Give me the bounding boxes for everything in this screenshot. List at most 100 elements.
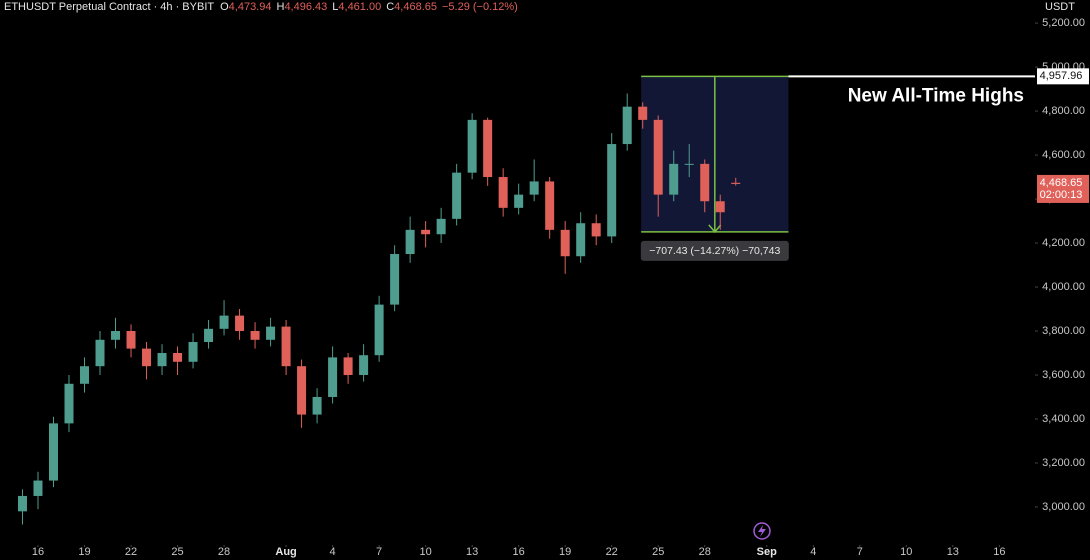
x-tick-label: 7: [857, 546, 863, 558]
x-tick-label: 22: [125, 546, 137, 558]
candle-body: [126, 331, 136, 349]
countdown: 02:00:13: [1040, 189, 1083, 201]
x-tick-label: 25: [171, 546, 183, 558]
candle-body: [250, 331, 260, 340]
current-price-bg: [1037, 174, 1089, 203]
y-axis-label: USDT: [1045, 1, 1075, 13]
x-tick-label: 4: [330, 546, 336, 558]
candle-body: [653, 119, 663, 195]
candle-body: [452, 172, 462, 219]
candle-body: [715, 201, 725, 213]
x-tick-label: 25: [652, 546, 664, 558]
candle-body: [312, 396, 322, 415]
candle-body: [173, 352, 183, 362]
candle-body: [669, 163, 679, 195]
ath-price-bg: [1037, 68, 1089, 85]
candle-body: [421, 229, 431, 235]
current-price-label: 4,468.65: [1040, 177, 1083, 189]
candle-body: [731, 182, 741, 184]
x-tick-label: 13: [947, 546, 959, 558]
candle-body: [684, 163, 694, 165]
candle-body: [343, 357, 353, 375]
x-tick-label: 28: [218, 546, 230, 558]
candle-body: [297, 366, 307, 415]
y-tick-label: 4,000.00: [1042, 281, 1085, 293]
y-tick-label: 3,800.00: [1042, 325, 1085, 337]
header-value: 4,496.43: [284, 1, 327, 13]
x-tick-label: 28: [699, 546, 711, 558]
x-tick-label: 16: [993, 546, 1005, 558]
candle-body: [142, 348, 152, 367]
header-value: −5.29 (−0.12%): [442, 1, 518, 13]
candle-body: [405, 229, 415, 255]
candle-body: [33, 480, 43, 496]
x-tick-label: 10: [900, 546, 912, 558]
lightning-icon: [753, 522, 771, 540]
candle-body: [560, 229, 570, 257]
candle-body: [64, 383, 74, 424]
candle-body: [80, 366, 90, 384]
ath-price-label: 4,957.96: [1040, 70, 1083, 82]
candle-body: [514, 194, 524, 208]
y-tick-label: 3,600.00: [1042, 369, 1085, 381]
y-tick-label: 4,200.00: [1042, 237, 1085, 249]
candle-body: [700, 163, 710, 202]
candle-body: [281, 326, 291, 367]
candle-body: [390, 254, 400, 305]
x-tick-label: 13: [466, 546, 478, 558]
candle-body: [359, 355, 369, 375]
x-tick-label: 4: [810, 546, 816, 558]
candle-body: [436, 218, 446, 235]
range-arrow-head: [708, 224, 722, 234]
x-tick-label: Aug: [275, 546, 296, 558]
range-label: −707.43 (−14.27%) −70,743: [649, 245, 780, 257]
candle-body: [622, 106, 632, 145]
header-value: 4,468.65: [394, 1, 437, 13]
header-key: H: [276, 1, 284, 13]
x-tick-label: 16: [513, 546, 525, 558]
chart-title: ETHUSDT Perpetual Contract · 4h · BYBIT: [4, 1, 214, 13]
header-key: C: [386, 1, 394, 13]
candle-body: [188, 341, 198, 362]
candle-body: [638, 106, 648, 120]
candle-body: [111, 331, 121, 340]
header-value: 4,461.00: [338, 1, 381, 13]
candle-body: [157, 352, 167, 367]
candle-body: [483, 119, 493, 178]
candle-body: [219, 315, 229, 329]
candle-body: [235, 315, 245, 332]
candle-body: [529, 181, 539, 195]
candle-body: [95, 339, 105, 367]
candle-body: [266, 326, 276, 340]
x-tick-label: 10: [420, 546, 432, 558]
x-tick-label: 19: [78, 546, 90, 558]
header-value: 4,473.94: [229, 1, 272, 13]
candle-body: [328, 357, 338, 397]
y-tick-label: 3,400.00: [1042, 413, 1085, 425]
candle-body: [467, 119, 477, 173]
y-tick-label: 3,000.00: [1042, 501, 1085, 513]
candle-body: [48, 423, 58, 481]
candle-body: [498, 177, 508, 208]
candle-body: [576, 223, 586, 257]
candle-body: [17, 495, 27, 512]
candle-body: [545, 181, 555, 230]
x-tick-label: Sep: [757, 546, 777, 558]
candle-body: [204, 328, 214, 342]
header-key: L: [332, 1, 338, 13]
candle-body: [374, 304, 384, 356]
candle-body: [607, 144, 617, 237]
y-tick-label: 5,200.00: [1042, 17, 1085, 29]
y-tick-label: 4,600.00: [1042, 149, 1085, 161]
x-tick-label: 7: [376, 546, 382, 558]
range-label-bg: [640, 240, 789, 261]
y-tick-label: 4,800.00: [1042, 105, 1085, 117]
x-tick-label: 22: [606, 546, 618, 558]
x-tick-label: 19: [559, 546, 571, 558]
ath-annotation: New All-Time Highs: [848, 85, 1024, 106]
header-key: O: [220, 1, 229, 13]
y-tick-label: 3,200.00: [1042, 457, 1085, 469]
